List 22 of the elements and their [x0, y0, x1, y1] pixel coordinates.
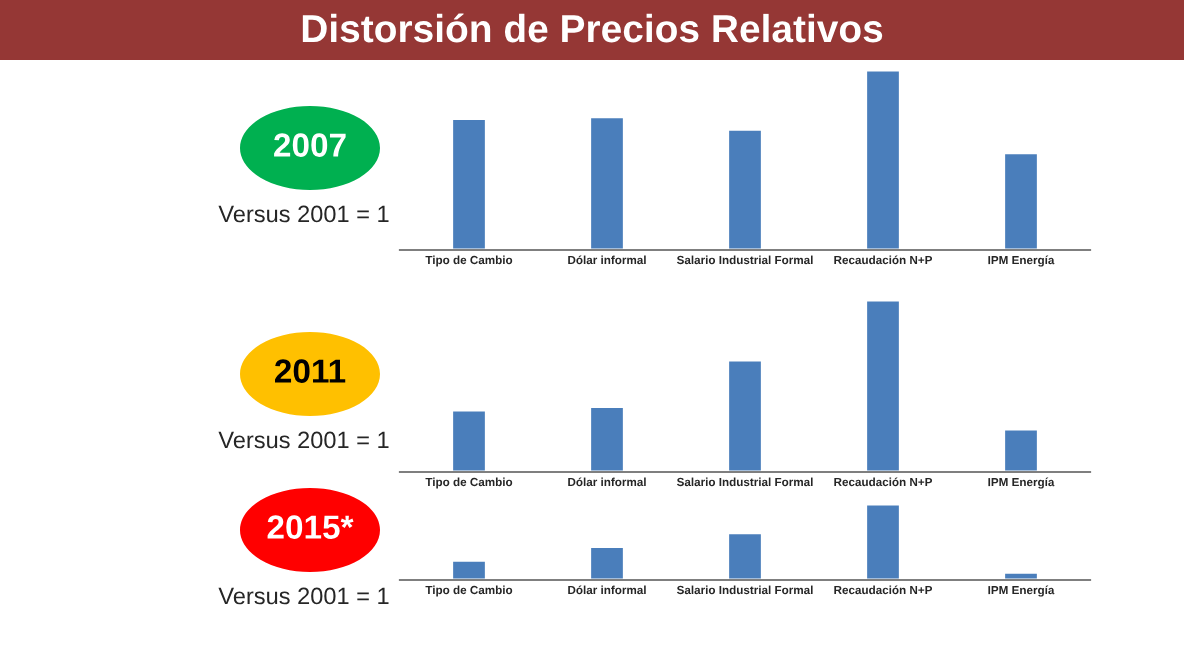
bar — [864, 300, 902, 472]
bar — [864, 504, 902, 580]
text: 2007 — [274, 133, 346, 157]
bar — [726, 358, 764, 472]
bar — [450, 117, 488, 250]
bar — [588, 115, 626, 250]
text: Versus 2001 = 1 — [218, 587, 389, 605]
bar — [1002, 571, 1040, 580]
text: Versus 2001 = 1 — [218, 431, 389, 449]
bar — [450, 558, 488, 580]
bar — [1002, 151, 1040, 250]
bar — [726, 128, 764, 250]
text: 2011 — [275, 359, 346, 383]
bar — [588, 545, 626, 580]
bar — [1002, 427, 1040, 472]
chart-title: 2015* — [267, 515, 354, 539]
bar — [588, 405, 626, 472]
bar — [726, 531, 764, 580]
bar — [864, 70, 902, 250]
bar — [450, 408, 488, 472]
text: Versus 2001 = 1 — [218, 205, 389, 223]
text: Distorsión de Precios Relativos — [302, 13, 883, 43]
